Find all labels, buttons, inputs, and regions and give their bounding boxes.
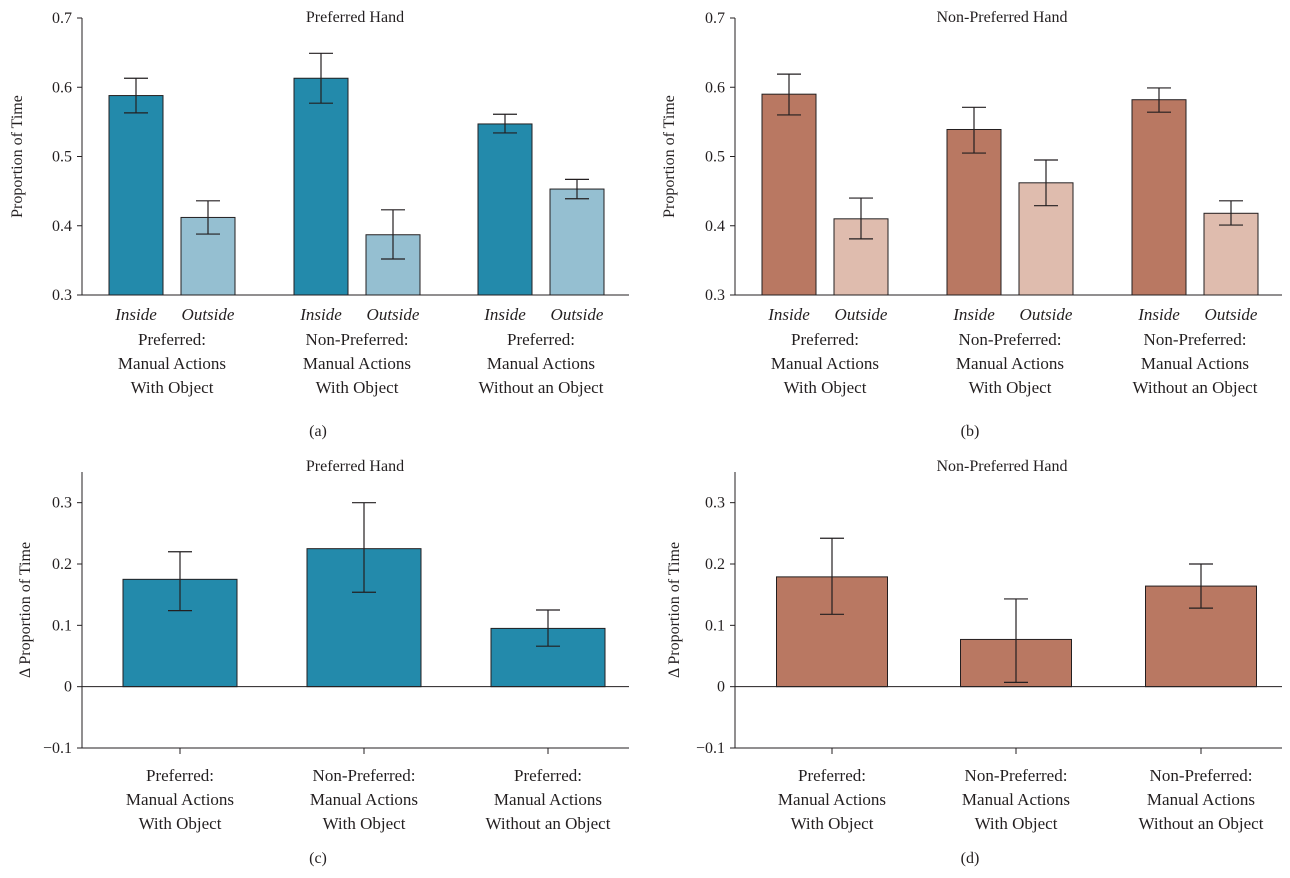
group-label-line: Non-Preferred:	[1144, 330, 1247, 349]
category-label-line: Preferred:	[146, 766, 214, 785]
category-label-line: With Object	[139, 814, 222, 833]
group-label-line: With Object	[969, 378, 1052, 397]
group-label-line: Manual Actions	[956, 354, 1064, 373]
category-label-line: Manual Actions	[1147, 790, 1255, 809]
bar-inside	[108, 95, 164, 296]
y-tick-label: 0.3	[705, 495, 725, 512]
group-label-line: Manual Actions	[303, 354, 411, 373]
chart-panel-d: Non-Preferred Hand Δ Proportion of Time −0…	[666, 458, 1282, 867]
chart-title: Non-Preferred Hand	[936, 9, 1067, 26]
bar-label: Inside	[1137, 305, 1180, 324]
y-tick-label: 0.7	[705, 10, 725, 27]
bar-label: Inside	[483, 305, 526, 324]
bar-inside	[1131, 99, 1187, 296]
panel-label: (a)	[309, 423, 327, 440]
y-axis-title: Proportion of Time	[661, 95, 678, 218]
group-label-line: Manual Actions	[118, 354, 226, 373]
group-label-line: Preferred:	[791, 330, 859, 349]
group-label-line: With Object	[316, 378, 399, 397]
category-label-line: Manual Actions	[126, 790, 234, 809]
panel-label: (c)	[309, 850, 327, 867]
bar-label: Outside	[182, 305, 235, 324]
panel-label: (d)	[961, 850, 980, 867]
category-label-line: Non-Preferred:	[1150, 766, 1253, 785]
y-axis-title: Δ Proportion of Time	[17, 542, 34, 678]
group-label-line: Without an Object	[479, 378, 604, 397]
y-tick-label: 0.1	[705, 617, 725, 634]
bar-inside	[477, 123, 533, 296]
y-tick-label: 0.3	[705, 287, 725, 304]
y-tick-label: 0.7	[52, 10, 72, 27]
bar-label: Inside	[299, 305, 342, 324]
category-label-line: With Object	[791, 814, 874, 833]
category-label-line: Preferred:	[514, 766, 582, 785]
y-tick-label: 0.4	[705, 218, 725, 235]
group-label-line: With Object	[131, 378, 214, 397]
category-label-line: With Object	[975, 814, 1058, 833]
bar-inside	[761, 93, 817, 296]
category-label-line: Without an Object	[1139, 814, 1264, 833]
group-label-line: Manual Actions	[487, 354, 595, 373]
bar-inside	[946, 128, 1002, 296]
bar-label: Outside	[551, 305, 604, 324]
category-label-line: Without an Object	[486, 814, 611, 833]
category-label-line: Preferred:	[798, 766, 866, 785]
y-tick-label: 0	[64, 679, 72, 696]
chart-panel-a: Preferred Hand Proportion of Time 0.3 0.4 0.…	[9, 9, 629, 440]
bar-label: Inside	[767, 305, 810, 324]
y-tick-label: 0.5	[52, 149, 72, 166]
y-axis-title: Proportion of Time	[9, 95, 26, 218]
category-label-line: Non-Preferred:	[965, 766, 1068, 785]
y-tick-label: 0.1	[52, 617, 72, 634]
bar-label: Outside	[1020, 305, 1073, 324]
category-label-line: Manual Actions	[310, 790, 418, 809]
bar-label: Outside	[1205, 305, 1258, 324]
y-tick-label: 0.4	[52, 218, 72, 235]
y-tick-label: −0.1	[43, 740, 72, 757]
category-label-line: Manual Actions	[494, 790, 602, 809]
group-label-line: Preferred:	[138, 330, 206, 349]
y-tick-label: 0.3	[52, 495, 72, 512]
bar-label: Inside	[114, 305, 157, 324]
group-label-line: With Object	[784, 378, 867, 397]
group-label-line: Preferred:	[507, 330, 575, 349]
chart-title: Preferred Hand	[306, 458, 404, 475]
group-label-line: Non-Preferred:	[959, 330, 1062, 349]
y-tick-label: 0.3	[52, 287, 72, 304]
category-label-line: Manual Actions	[962, 790, 1070, 809]
bar-outside	[549, 188, 605, 296]
chart-panel-b: Non-Preferred Hand Proportion of Time 0.3 0…	[661, 9, 1282, 440]
panel-label: (b)	[961, 423, 980, 440]
bar-label: Outside	[367, 305, 420, 324]
y-tick-label: −0.1	[696, 740, 725, 757]
chart-panel-c: Preferred Hand Δ Proportion of Time −0.1 0 0…	[17, 458, 629, 867]
y-tick-label: 0	[717, 679, 725, 696]
group-label-line: Non-Preferred:	[306, 330, 409, 349]
y-tick-label: 0.6	[705, 79, 725, 96]
chart-title: Preferred Hand	[306, 9, 404, 26]
y-axis-title: Δ Proportion of Time	[666, 542, 683, 678]
group-label-line: Manual Actions	[1141, 354, 1249, 373]
category-label-line: Non-Preferred:	[313, 766, 416, 785]
chart-title: Non-Preferred Hand	[936, 458, 1067, 475]
bar-inside	[293, 77, 349, 296]
bar-label: Inside	[952, 305, 995, 324]
category-label-line: Manual Actions	[778, 790, 886, 809]
y-tick-label: 0.2	[705, 556, 725, 573]
y-tick-label: 0.2	[52, 556, 72, 573]
category-label-line: With Object	[323, 814, 406, 833]
y-tick-label: 0.5	[705, 149, 725, 166]
group-label-line: Manual Actions	[771, 354, 879, 373]
group-label-line: Without an Object	[1133, 378, 1258, 397]
bar-label: Outside	[835, 305, 888, 324]
y-tick-label: 0.6	[52, 79, 72, 96]
